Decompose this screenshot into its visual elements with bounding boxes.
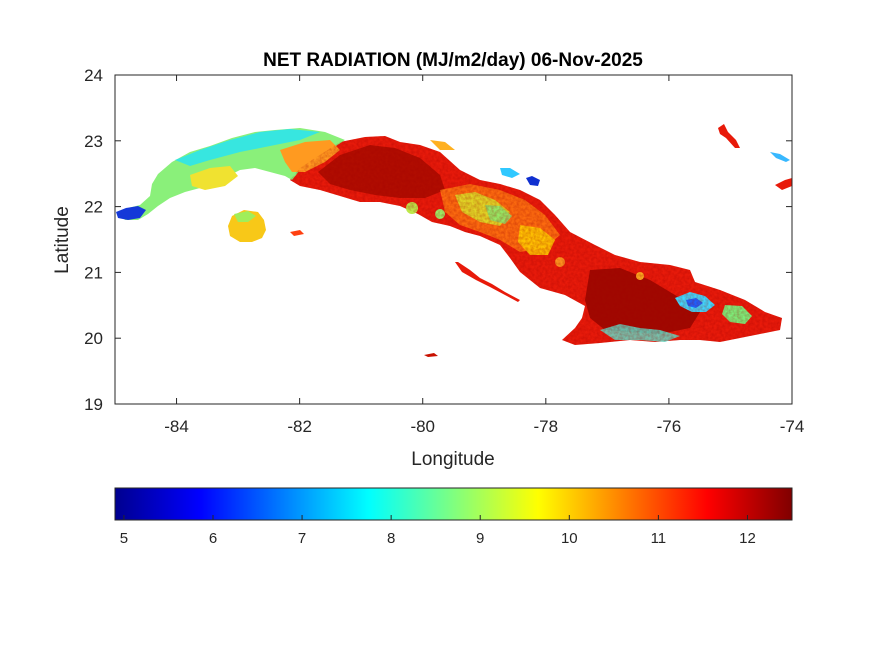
- colorbar-tick-label: 12: [739, 530, 756, 547]
- colorbar-gradient: [114, 487, 793, 521]
- jardines-reina-strip: [290, 230, 304, 236]
- colorbar-tick-label: 9: [476, 530, 484, 547]
- cayman-speck: [424, 353, 438, 357]
- x-axis-label: Longitude: [411, 449, 494, 470]
- isla-juventud-green: [234, 211, 256, 222]
- colorbar-tick-label: 11: [651, 530, 667, 547]
- northern-cay-blue: [526, 176, 540, 186]
- northern-cay-cyan: [500, 168, 520, 178]
- y-axis-label: Latitude: [52, 206, 73, 274]
- y-tick-label: 21: [84, 263, 103, 282]
- east-island-1: [718, 124, 740, 148]
- x-tick-label: -80: [410, 417, 435, 436]
- colorbar-ticks: 5 6 7 8 9 10 11 12: [120, 515, 756, 547]
- western-cyan-north: [175, 129, 320, 166]
- x-tick-label: -82: [287, 417, 312, 436]
- southern-cays: [455, 262, 520, 302]
- western-tip-blue: [116, 206, 146, 220]
- east-island-3: [775, 178, 792, 190]
- chart-title: NET RADIATION (MJ/m2/day) 06-Nov-2025: [263, 50, 643, 71]
- y-tick-label: 19: [84, 395, 103, 414]
- x-tick-label: -78: [534, 417, 559, 436]
- net-radiation-field: [116, 124, 792, 357]
- y-axis: 19 20 21 22 23 24: [84, 66, 792, 414]
- x-axis: -84 -82 -80 -78 -76 -74: [164, 75, 804, 436]
- colorbar-tick-label: 7: [298, 530, 306, 547]
- colorbar-tick-label: 6: [209, 530, 217, 547]
- colorbar-tick-label: 5: [120, 530, 128, 547]
- x-tick-label: -76: [657, 417, 682, 436]
- map-plot-area: [114, 74, 793, 405]
- western-orange-edge: [280, 140, 340, 172]
- x-tick-label: -84: [164, 417, 189, 436]
- y-tick-label: 20: [84, 329, 103, 348]
- colorbar-tick-label: 8: [387, 530, 395, 547]
- colorbar: 5 6 7 8 9 10 11 12: [114, 487, 793, 547]
- western-yellow-patch: [190, 166, 238, 190]
- x-tick-label: -74: [780, 417, 805, 436]
- field-texture: [290, 136, 782, 345]
- y-tick-label: 24: [84, 66, 103, 85]
- y-tick-label: 23: [84, 132, 103, 151]
- northern-cays-strip: [430, 140, 455, 150]
- y-tick-label: 22: [84, 198, 103, 217]
- east-island-2: [770, 152, 790, 162]
- colorbar-tick-label: 10: [561, 530, 578, 547]
